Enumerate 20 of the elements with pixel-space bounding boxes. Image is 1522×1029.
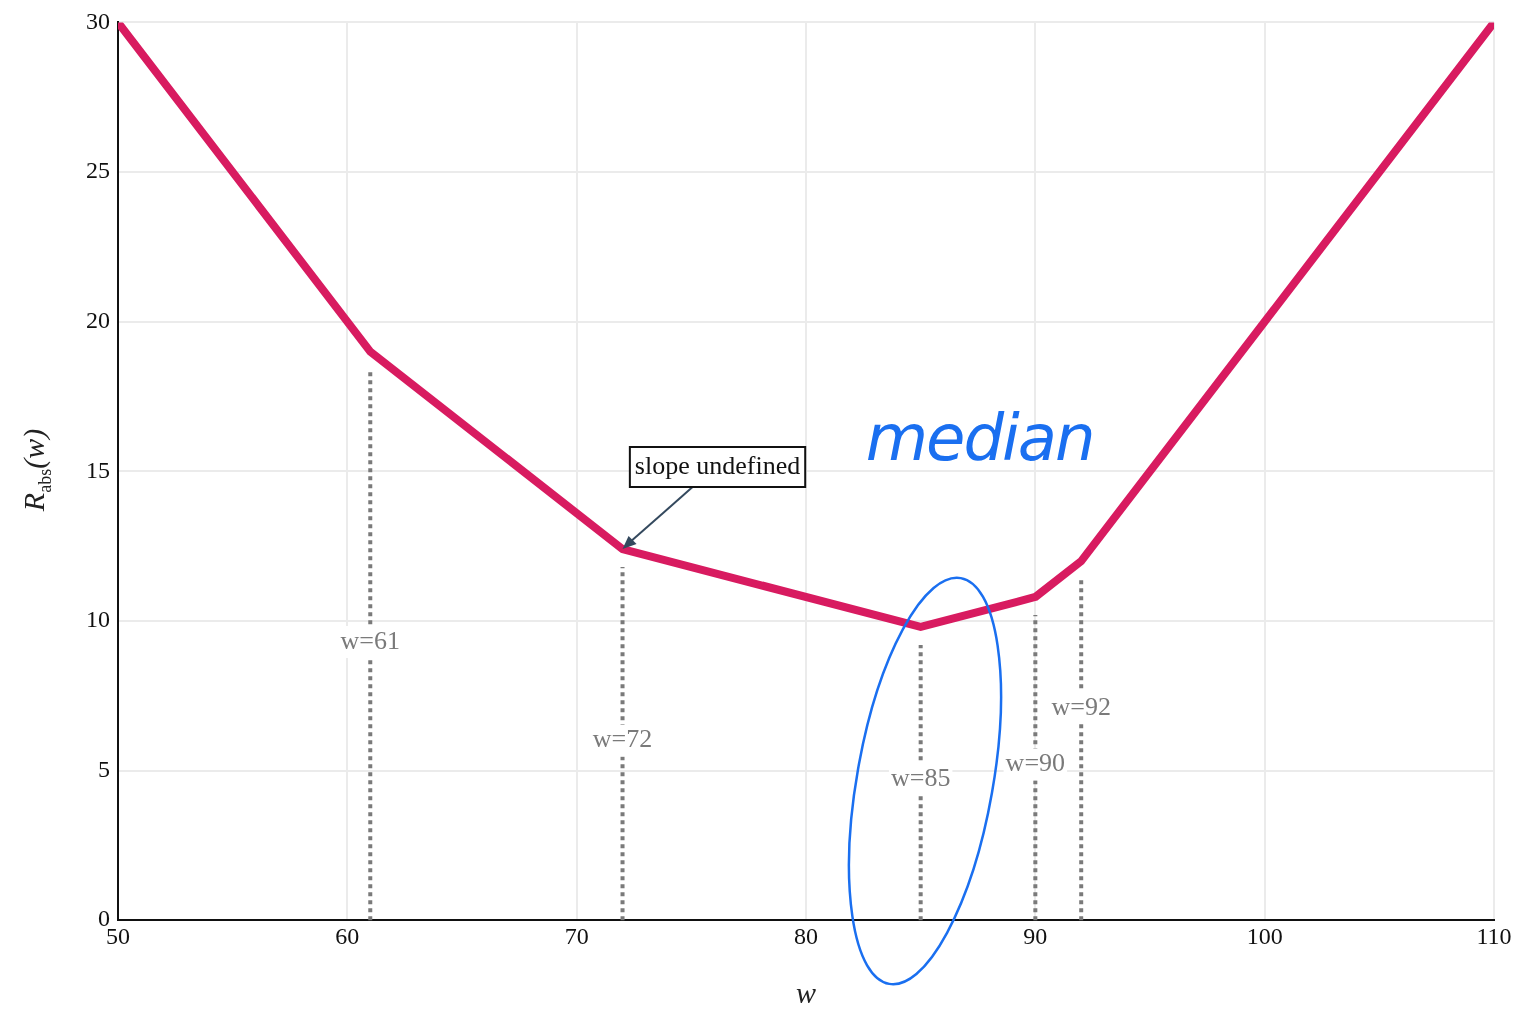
x-tick-label: 80 bbox=[794, 922, 818, 949]
annotation: slope undefined bbox=[634, 450, 801, 480]
annotation: median bbox=[865, 401, 1094, 476]
x-tick-label: 60 bbox=[335, 922, 360, 949]
y-tick-label: 30 bbox=[86, 7, 110, 34]
y-tick-label: 5 bbox=[98, 755, 110, 782]
y-tick-label: 15 bbox=[86, 456, 110, 483]
annotation: w=85 bbox=[890, 763, 951, 793]
y-tick-label: 25 bbox=[86, 157, 110, 184]
x-tick-label: 70 bbox=[564, 922, 589, 949]
x-axis-title: w bbox=[795, 975, 817, 1009]
y-tick-label: 10 bbox=[86, 606, 110, 633]
annotation: w=92 bbox=[1051, 691, 1111, 721]
annotation: w=72 bbox=[592, 724, 653, 754]
annotation: w=90 bbox=[1005, 748, 1066, 778]
x-tick-label: 100 bbox=[1246, 922, 1283, 949]
x-tick-label: 90 bbox=[1023, 922, 1048, 949]
x-tick-label: 110 bbox=[1476, 922, 1512, 949]
y-tick-label: 20 bbox=[86, 306, 110, 333]
annotation: w=61 bbox=[340, 625, 400, 655]
